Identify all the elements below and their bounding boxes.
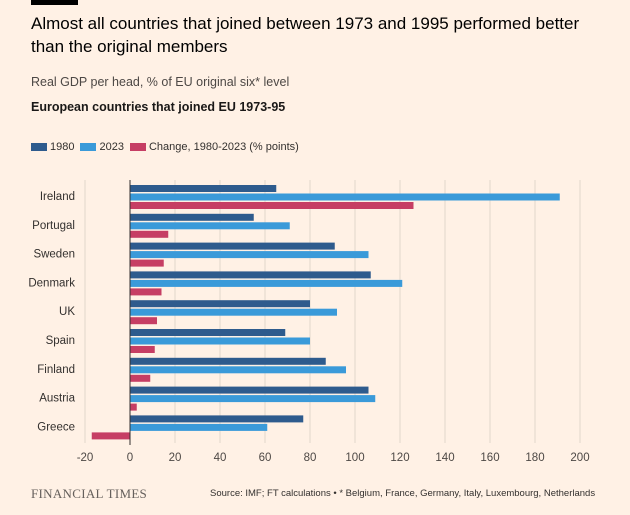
x-tick-label: 200 [570,452,589,464]
chart-subtitle: Real GDP per head, % of EU original six*… [31,75,290,89]
x-tick-label: -20 [77,452,94,464]
bar-2023 [130,423,268,431]
source-note: Source: IMF; FT calculations • * Belgium… [210,488,596,499]
bar-change [130,259,164,267]
x-tick-label: 80 [304,452,317,464]
bar-1980 [130,415,304,423]
category-label: Sweden [33,249,75,261]
category-label: Spain [46,335,75,347]
bar-change [130,317,157,325]
bar-1980 [130,213,254,221]
bar-1980 [130,242,335,250]
x-tick-label: 160 [480,452,499,464]
category-label: Denmark [28,277,75,289]
legend-swatch-change [129,143,146,151]
legend-item-1980: 1980 [31,141,74,153]
chart-title: Almost all countries that joined between… [31,14,580,56]
x-tick-label: 120 [390,452,409,464]
bar-change [130,230,169,238]
ft-top-bar [31,0,78,5]
bar-change [130,346,155,353]
bar-2023 [130,251,369,259]
x-tick-label: 140 [435,452,454,464]
category-label: Greece [37,421,75,433]
bar-2023 [130,193,560,201]
x-tick-label: 100 [345,452,364,464]
bar-2023 [130,279,403,287]
category-label: Ireland [40,191,75,203]
x-tick-label: 40 [214,452,227,464]
x-tick-label: 180 [525,452,544,464]
bar-2023 [130,395,376,403]
bar-1980 [130,386,369,394]
bar-change [130,403,137,411]
legend-item-change: Change, 1980-2023 (% points) [129,141,299,153]
bar-change [130,374,151,382]
category-label: Portugal [32,220,75,232]
ft-logo: FINANCIAL TIMES [31,486,148,501]
legend-label-2023: 2023 [99,141,124,153]
bar-1980 [130,271,371,279]
category-label: Austria [39,393,75,405]
category-label: Finland [37,364,75,376]
bar-1980 [130,185,277,192]
bar-1980 [130,329,286,336]
x-tick-label: 0 [127,452,133,464]
bar-2023 [130,337,310,345]
bar-change [130,202,414,209]
category-label: UK [59,306,75,318]
bar-1980 [130,300,310,308]
x-tick-label: 20 [169,452,182,464]
bar-2023 [130,222,290,230]
bar-1980 [130,357,326,365]
bar-2023 [130,308,337,316]
legend: 1980 2023 Change, 1980-2023 (% points) [31,141,305,153]
bar-2023 [130,366,346,374]
chart-subhead: European countries that joined EU 1973-9… [31,100,286,114]
legend-item-2023: 2023 [80,141,124,153]
legend-label-1980: 1980 [50,141,75,153]
x-tick-label: 60 [259,452,272,464]
bar-change [91,432,130,440]
legend-label-change: Change, 1980-2023 (% points) [148,141,299,153]
legend-swatch-1980 [31,143,47,151]
bar-change [130,288,162,296]
legend-swatch-2023 [80,143,97,151]
